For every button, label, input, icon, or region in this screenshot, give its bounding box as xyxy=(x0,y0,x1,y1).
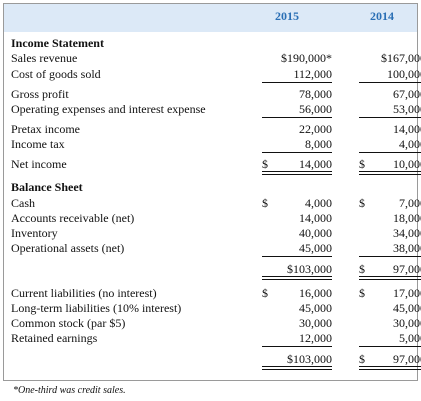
pretax-income-row: Pretax income 22,000 14,000 xyxy=(11,122,421,136)
value-2014: 38,000 xyxy=(359,241,421,257)
value-2015: 14,000 xyxy=(299,211,332,225)
statement-frame xyxy=(3,3,418,381)
value-2015: 45,000 xyxy=(299,301,332,315)
value-2014: 100,000 xyxy=(359,67,421,83)
value-2014: $10,000 xyxy=(359,157,421,175)
total-liabilities-equity-2015: $103,000 xyxy=(262,352,332,370)
row-label: Accounts receivable (net) xyxy=(11,211,135,225)
row-label: Current liabilities (no interest) xyxy=(11,286,157,300)
value-2014: $167,000 xyxy=(381,51,421,65)
total-assets-row: $103,000 $97,000 xyxy=(11,262,421,280)
row-label: Income tax xyxy=(11,137,65,151)
row-label: Net income xyxy=(11,157,67,171)
value-2015: 40,000 xyxy=(299,226,332,240)
value-2015: 8,000 xyxy=(262,137,332,153)
column-header-band xyxy=(3,3,418,32)
value-2014: $7,000 xyxy=(359,196,421,210)
value-2015: $16,000 xyxy=(262,286,332,300)
total-liabilities-equity-2014: $97,000 xyxy=(359,352,421,370)
cash-row: Cash $4,000 $7,000 xyxy=(11,196,421,210)
value-2015: $4,000 xyxy=(262,196,332,210)
operating-expenses-row: Operating expenses and interest expense … xyxy=(11,102,421,118)
sales-revenue-row: Sales revenue $190,000* $167,000 xyxy=(11,51,421,65)
total-liabilities-equity-row: $103,000 $97,000 xyxy=(11,352,421,370)
income-statement-heading-row: Income Statement xyxy=(11,36,415,50)
current-liabilities-row: Current liabilities (no interest) $16,00… xyxy=(11,286,421,300)
row-label: Pretax income xyxy=(11,122,80,136)
row-label: Operating expenses and interest expense xyxy=(11,102,206,116)
income-statement-title: Income Statement xyxy=(11,36,104,50)
inventory-row: Inventory 40,000 34,000 xyxy=(11,226,421,240)
footnote: *One-third was credit sales. xyxy=(13,385,126,396)
total-assets-2015: $103,000 xyxy=(262,262,332,280)
value-2015: 56,000 xyxy=(262,102,332,118)
value-2015: 22,000 xyxy=(299,122,332,136)
balance-sheet-heading-row: Balance Sheet xyxy=(11,180,415,194)
common-stock-row: Common stock (par $5) 30,000 30,000 xyxy=(11,316,421,330)
value-2015: $14,000 xyxy=(262,157,332,175)
value-2014: 5,000 xyxy=(359,331,421,347)
net-income-row: Net income $14,000 $10,000 xyxy=(11,157,421,175)
value-2014: 14,000 xyxy=(393,122,421,136)
value-2014: 67,000 xyxy=(393,87,421,101)
row-label: Retained earnings xyxy=(11,331,98,345)
value-2014: 4,000 xyxy=(359,137,421,153)
value-2015: 30,000 xyxy=(299,316,332,330)
operational-assets-row: Operational assets (net) 45,000 38,000 xyxy=(11,241,421,257)
long-term-liabilities-row: Long-term liabilities (10% interest) 45,… xyxy=(11,301,421,315)
row-label: Inventory xyxy=(11,226,58,240)
value-2015: 112,000 xyxy=(262,67,332,83)
column-header-2015: 2015 xyxy=(275,9,299,23)
retained-earnings-row: Retained earnings 12,000 5,000 xyxy=(11,331,421,347)
value-2015: 78,000 xyxy=(299,87,332,101)
value-2015: 12,000 xyxy=(262,331,332,347)
row-label: Gross profit xyxy=(11,87,69,101)
value-2014: 53,000 xyxy=(359,102,421,118)
row-label: Operational assets (net) xyxy=(11,241,125,255)
value-2015: $190,000* xyxy=(281,51,332,65)
accounts-receivable-row: Accounts receivable (net) 14,000 18,000 xyxy=(11,211,421,225)
value-2014: 30,000 xyxy=(393,316,421,330)
total-assets-2014: $97,000 xyxy=(359,262,421,280)
row-label: Cash xyxy=(11,196,35,210)
row-label: Sales revenue xyxy=(11,51,78,65)
column-header-2014: 2014 xyxy=(370,9,394,23)
row-label: Common stock (par $5) xyxy=(11,316,126,330)
row-label: Cost of goods sold xyxy=(11,67,101,81)
value-2014: 34,000 xyxy=(393,226,421,240)
value-2015: 45,000 xyxy=(262,241,332,257)
value-2014: 45,000 xyxy=(393,301,421,315)
row-label: Long-term liabilities (10% interest) xyxy=(11,301,182,315)
balance-sheet-title: Balance Sheet xyxy=(11,180,83,194)
gross-profit-row: Gross profit 78,000 67,000 xyxy=(11,87,421,101)
value-2014: $17,000 xyxy=(359,286,421,300)
value-2014: 18,000 xyxy=(393,211,421,225)
cost-of-goods-sold-row: Cost of goods sold 112,000 100,000 xyxy=(11,67,421,83)
income-tax-row: Income tax 8,000 4,000 xyxy=(11,137,421,153)
